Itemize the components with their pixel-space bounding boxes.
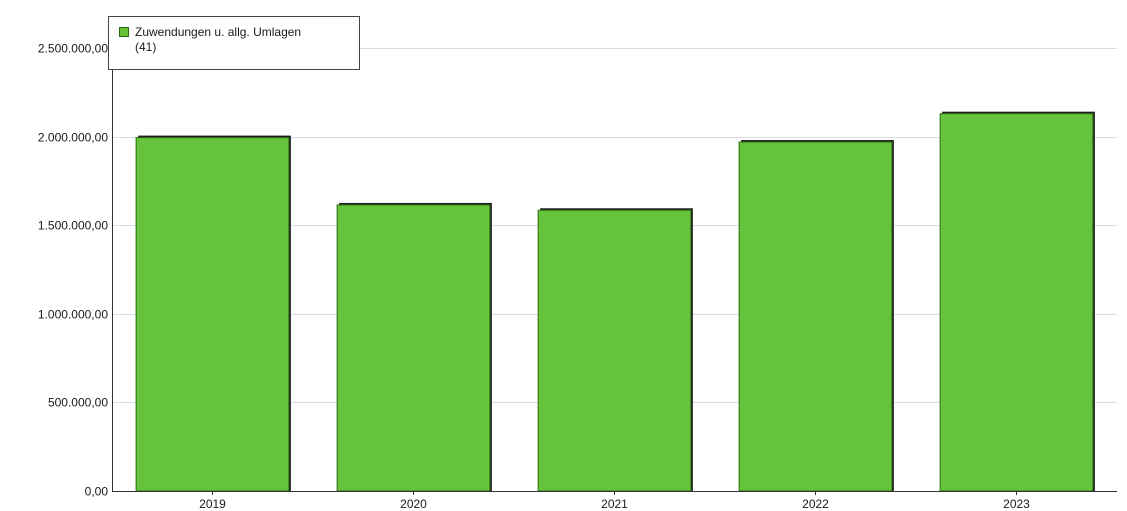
y-tick-label: 500.000,00 <box>48 396 108 410</box>
x-tick-label: 2021 <box>601 497 628 511</box>
bar <box>336 204 491 492</box>
y-tick-label: 0,00 <box>85 485 109 499</box>
legend: Zuwendungen u. allg. Umlagen (41) <box>108 16 360 70</box>
bar <box>135 137 290 492</box>
bars <box>135 111 1095 492</box>
legend-label: Zuwendungen u. allg. Umlagen (41) <box>135 25 302 54</box>
y-tick-labels: 0,00 500.000,00 1.000.000,00 1.500.000,00 2.… <box>38 42 108 499</box>
bar <box>537 209 692 492</box>
y-tick-label: 2.500.000,00 <box>38 42 108 56</box>
bar <box>738 141 893 492</box>
x-tick-label: 2023 <box>1003 497 1030 511</box>
legend-swatch <box>119 27 129 37</box>
x-tick-label: 2020 <box>400 497 427 511</box>
bar <box>939 113 1094 492</box>
x-tick-label: 2019 <box>199 497 226 511</box>
x-tick-labels: 2019 2020 2021 2022 2023 <box>199 497 1030 511</box>
y-tick-label: 2.000.000,00 <box>38 131 108 145</box>
y-tick-label: 1.500.000,00 <box>38 219 108 233</box>
x-tick-label: 2022 <box>802 497 829 511</box>
axes <box>112 38 1117 495</box>
y-tick-label: 1.000.000,00 <box>38 308 108 322</box>
